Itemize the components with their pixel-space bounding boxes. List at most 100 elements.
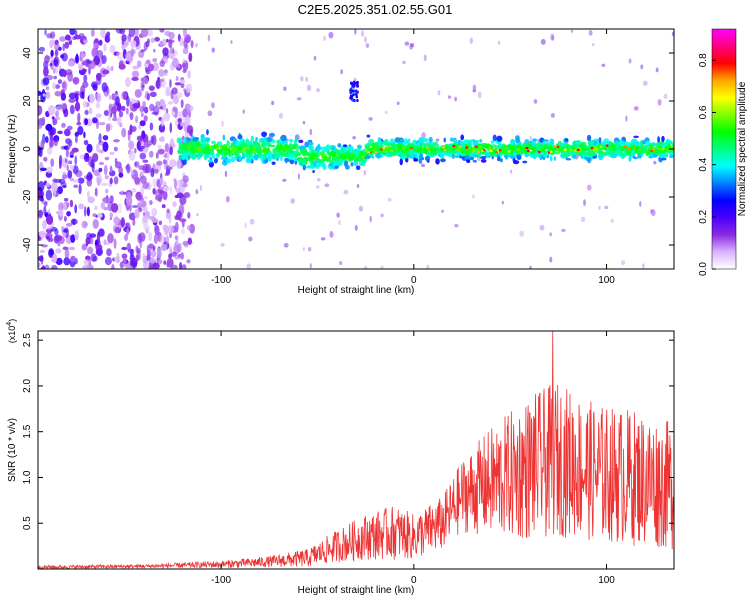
- heat-cell: [182, 175, 189, 184]
- heat-cell: [38, 123, 43, 130]
- heat-cell: [78, 203, 85, 210]
- heat-cell: [41, 244, 48, 248]
- heat-cell: [187, 211, 191, 219]
- heat-cell: [462, 147, 466, 153]
- heat-cell: [103, 110, 110, 116]
- heat-cell: [269, 132, 276, 137]
- heat-cell: [628, 155, 632, 162]
- heat-cell: [463, 139, 469, 144]
- heat-cell: [400, 138, 404, 142]
- heat-cell: [199, 184, 202, 192]
- heat-cell: [255, 146, 261, 154]
- heat-cell: [142, 101, 146, 108]
- heat-cell: [168, 253, 173, 259]
- heat-cell: [598, 205, 601, 210]
- heat-cell: [178, 149, 183, 154]
- heat-hotspot: [525, 146, 529, 150]
- heat-cell: [589, 148, 593, 155]
- heat-cell: [350, 162, 354, 167]
- heat-cell: [431, 142, 435, 147]
- heat-cell: [447, 95, 452, 99]
- heat-cell: [77, 177, 85, 184]
- heat-cell: [114, 157, 118, 164]
- heat-cell: [223, 152, 228, 156]
- heat-cell: [185, 36, 191, 44]
- heat-cell: [109, 151, 115, 156]
- heat-cell: [631, 140, 634, 146]
- heat-cell: [55, 116, 61, 121]
- heat-cell: [287, 149, 291, 153]
- heat-cell: [592, 146, 599, 152]
- heat-cell: [384, 147, 390, 151]
- heat-cell: [129, 112, 134, 121]
- heat-cell: [74, 155, 78, 166]
- heat-cell: [108, 95, 113, 100]
- heat-cell: [83, 206, 87, 217]
- heat-cell: [620, 153, 624, 157]
- heat-cell: [277, 146, 281, 153]
- heat-cell: [40, 139, 45, 149]
- heat-cell: [45, 182, 51, 188]
- heat-cell: [72, 76, 80, 85]
- heat-cell: [143, 224, 150, 231]
- heat-cell: [354, 225, 358, 231]
- heat-cell: [413, 158, 419, 162]
- heat-cell: [60, 54, 65, 59]
- heat-cell: [159, 106, 165, 110]
- heat-cell: [169, 122, 173, 134]
- heat-cell: [533, 147, 536, 152]
- heat-cell: [178, 204, 185, 216]
- heat-cell: [167, 101, 173, 105]
- heat-cell: [529, 151, 535, 154]
- heat-cell: [86, 190, 90, 199]
- heat-cell: [158, 78, 164, 83]
- heat-cell: [53, 56, 60, 68]
- heat-cell: [57, 130, 63, 135]
- snr-series-line: [38, 331, 674, 569]
- heat-cell: [50, 265, 58, 269]
- heat-cell: [50, 49, 54, 57]
- heat-cell: [300, 76, 304, 82]
- heat-cell: [324, 183, 330, 188]
- heat-cell: [195, 141, 201, 147]
- heat-hotspot: [586, 147, 590, 150]
- snr-x-ticks: -100 0 100: [211, 331, 615, 586]
- heat-cell: [169, 146, 173, 156]
- figure-title: C2E5.2025.351.02.55.G01: [298, 2, 453, 17]
- heat-cell: [633, 135, 639, 139]
- heat-cell: [171, 57, 179, 69]
- heat-cell: [118, 110, 124, 118]
- heat-cell: [64, 158, 68, 163]
- heat-cell: [177, 117, 183, 123]
- heat-cell: [57, 79, 63, 85]
- heat-cell: [353, 150, 360, 155]
- heat-hotspot: [494, 151, 498, 154]
- heat-cell: [396, 101, 400, 105]
- heat-cell: [649, 153, 654, 157]
- heat-cell: [441, 209, 444, 213]
- heat-cell: [360, 30, 365, 38]
- heat-cell: [298, 156, 303, 163]
- heat-cell: [194, 153, 198, 157]
- heat-cell: [640, 64, 644, 70]
- spectrogram-heat-layer: [38, 29, 674, 269]
- heat-cell: [428, 136, 433, 143]
- heat-cell: [586, 184, 592, 191]
- heat-cell: [60, 103, 68, 110]
- heat-cell: [153, 48, 156, 53]
- heat-cell: [90, 253, 97, 262]
- heat-cell: [102, 135, 109, 141]
- heat-hotspot: [476, 149, 480, 152]
- heat-hotspot: [661, 147, 665, 151]
- heat-cell: [78, 64, 84, 71]
- heat-cell: [355, 81, 358, 85]
- heat-cell: [263, 153, 267, 161]
- heat-cell: [176, 159, 182, 170]
- heat-cell: [102, 141, 109, 152]
- heat-cell: [86, 174, 89, 181]
- heat-cell: [529, 135, 532, 143]
- spectrogram-x-ticks: -100 0 100: [211, 29, 615, 286]
- heat-cell: [307, 164, 312, 169]
- heat-cell: [109, 170, 116, 177]
- heat-cell: [593, 140, 598, 145]
